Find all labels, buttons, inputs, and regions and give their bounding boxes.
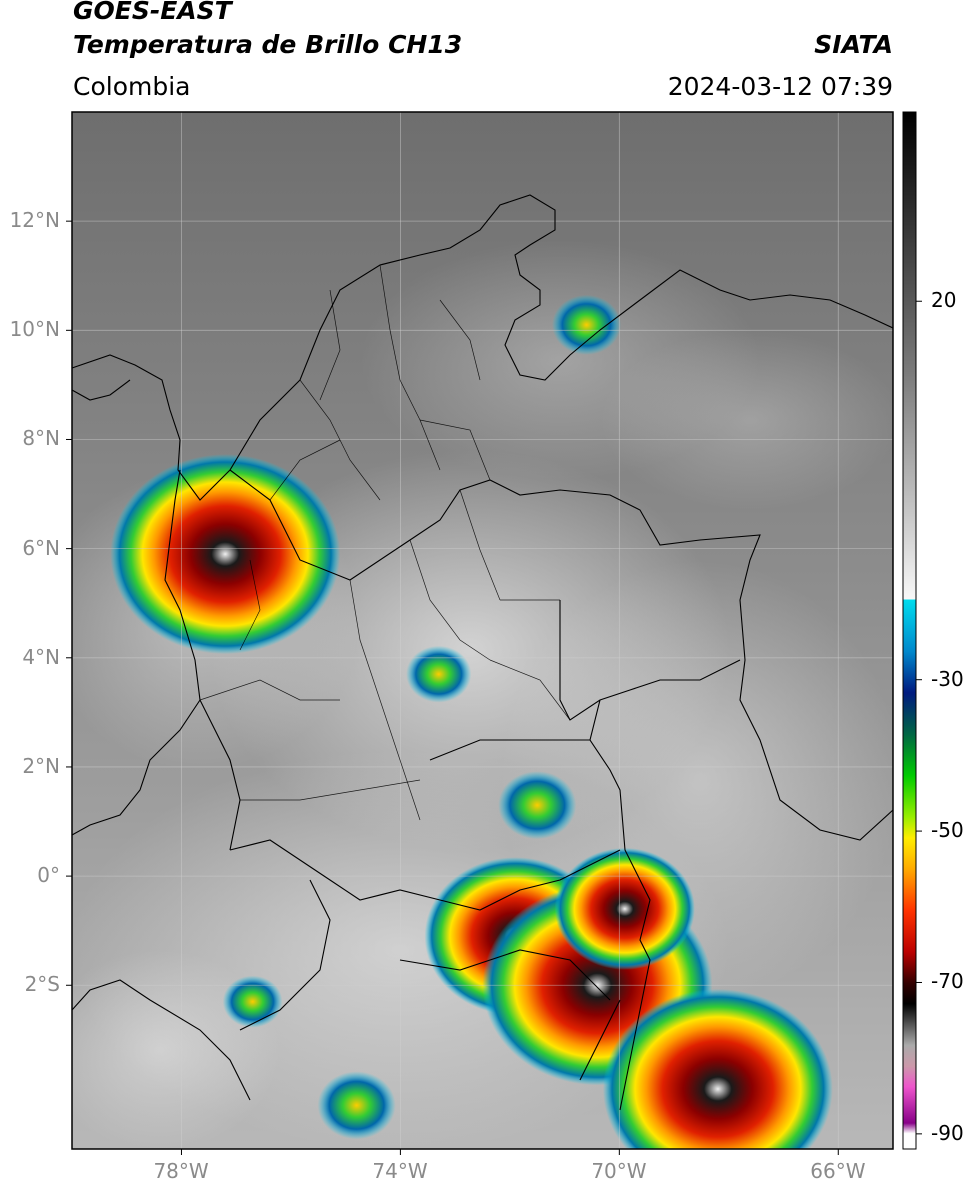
- agency-label: SIATA: [814, 30, 893, 59]
- satellite-title: GOES-EAST: [73, 0, 232, 25]
- product-title: Temperatura de Brillo CH13: [73, 30, 463, 59]
- datetime-label: 2024-03-12 07:39: [667, 72, 893, 101]
- convective-cell: [317, 1071, 396, 1140]
- lon-tick-label: 74°W: [372, 1159, 428, 1183]
- convective-cell: [110, 454, 341, 655]
- colorbar-tick-label: -90: [931, 1120, 964, 1145]
- colorbar-tick-label: -30: [931, 666, 964, 691]
- map-frame: [71, 111, 894, 1150]
- lon-tick-label: 78°W: [153, 1159, 209, 1183]
- colorbar-tick-label: -70: [931, 969, 964, 994]
- convective-cell: [602, 988, 833, 1149]
- convective-cell: [406, 645, 472, 703]
- convective-cell: [554, 847, 695, 970]
- lat-tick-label: 2°S: [24, 972, 60, 997]
- convective-cell: [498, 771, 577, 840]
- lon-tick-label: 70°W: [591, 1159, 647, 1183]
- lat-tick-label: 6°N: [22, 535, 60, 560]
- convective-cell: [551, 294, 621, 355]
- colorbar-tick-label: -50: [931, 818, 964, 843]
- convective-cell: [222, 975, 283, 1028]
- lat-tick-label: 8°N: [22, 426, 60, 451]
- lat-tick-label: 2°N: [22, 753, 60, 778]
- lat-tick-label: 4°N: [22, 644, 60, 669]
- lat-tick-label: 0°: [37, 863, 60, 888]
- lat-tick-label: 12°N: [9, 208, 60, 233]
- colorbar: [902, 111, 917, 1150]
- lon-tick-label: 66°W: [810, 1159, 866, 1183]
- lat-tick-label: 10°N: [9, 317, 60, 342]
- colorbar-tick-label: 20: [931, 288, 957, 313]
- region-label: Colombia: [73, 72, 191, 101]
